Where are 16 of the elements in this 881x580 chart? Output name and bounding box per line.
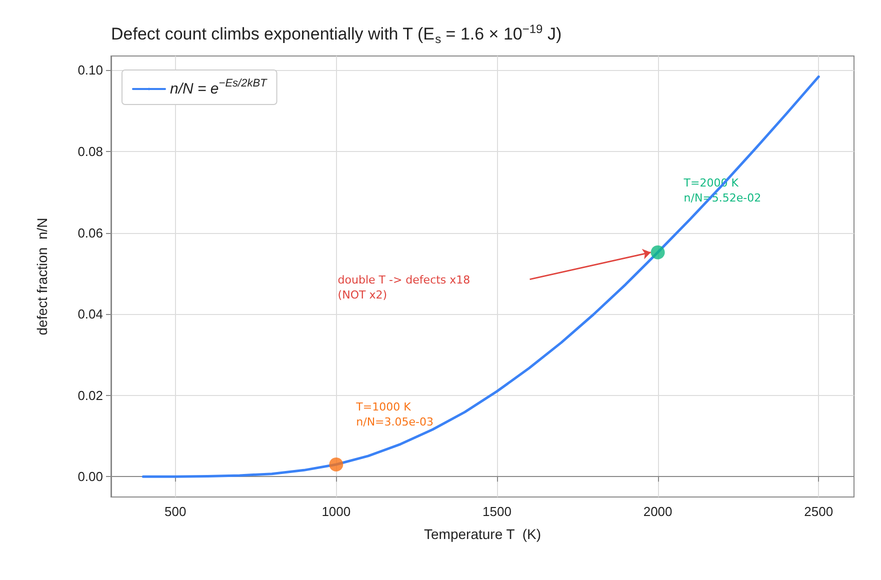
y-axis-title: defect fraction n/N [34, 218, 50, 336]
annotation: T=1000 K n/N=3.05e-03 [355, 400, 434, 428]
y-tick-label: 0.00 [78, 469, 103, 484]
x-tick-label: 2500 [804, 504, 834, 519]
y-tick-label: 0.10 [78, 62, 103, 78]
x-axis-title: Temperature T (K) [424, 526, 541, 542]
line-series [142, 75, 820, 478]
y-tick-label: 0.04 [78, 306, 103, 322]
y-tick-label: 0.06 [78, 225, 103, 240]
y-tick-label: 0.02 [78, 388, 103, 403]
x-tick-label: 2000 [643, 504, 672, 519]
y-tick-label: 0.08 [78, 144, 103, 160]
x-tick-label: 500 [164, 504, 186, 519]
annotation: double T -> defects x18 (NOT x2) [338, 273, 470, 302]
x-tick-label: 1000 [322, 504, 351, 519]
x-tick-label: 1500 [482, 504, 512, 519]
